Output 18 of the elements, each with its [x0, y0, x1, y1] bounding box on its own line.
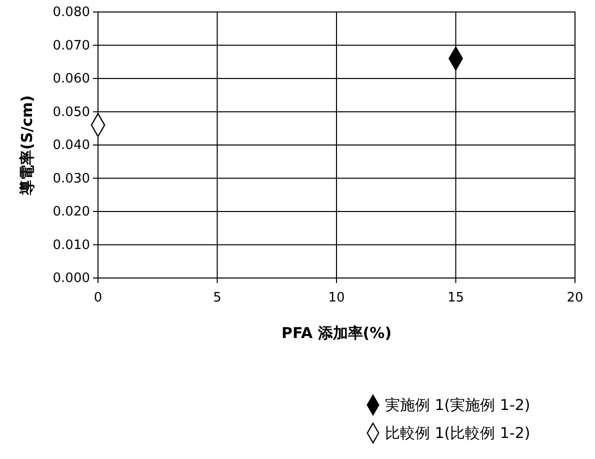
x-axis-title: PFA 添加率(%): [281, 324, 392, 342]
y-tick-label: 0.050: [52, 104, 90, 120]
x-tick-label: 0: [94, 290, 102, 306]
y-tick-label: 0.060: [52, 72, 90, 87]
y-tick-label: 0.040: [52, 138, 90, 154]
y-tick-label: 0.080: [52, 5, 90, 20]
y-tick-label: 0.010: [52, 238, 90, 253]
x-tick-label: 15: [447, 290, 464, 306]
x-tick-label: 5: [213, 290, 222, 306]
x-tick-label: 20: [566, 290, 584, 306]
legend-label: 比較例 1(比較例 1-2): [385, 424, 530, 442]
x-tick-label: 10: [328, 290, 345, 306]
y-axis-title: 導電率(S/cm): [18, 95, 36, 196]
y-tick-label: 0.070: [52, 38, 90, 54]
y-tick-label: 0.020: [52, 204, 90, 220]
y-tick-label: 0.030: [52, 171, 90, 186]
y-tick-label: 0.000: [52, 271, 90, 286]
legend-label: 実施例 1(実施例 1-2): [385, 396, 530, 414]
